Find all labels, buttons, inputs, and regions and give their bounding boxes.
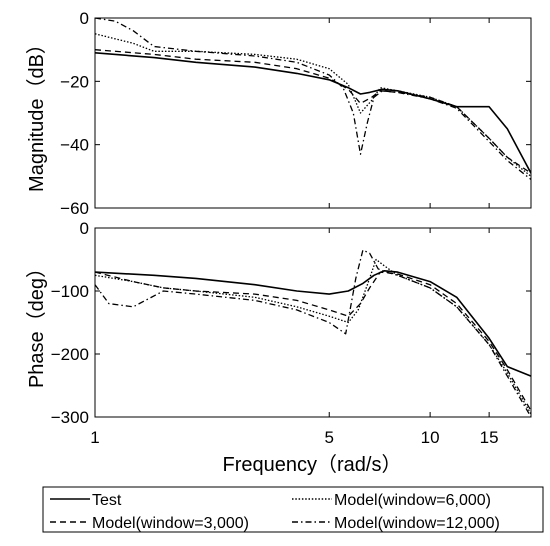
phase-series-model-window-12-000 bbox=[95, 249, 531, 417]
phase-ytick-label: −300 bbox=[51, 408, 89, 427]
phase-series-model-window-6-000 bbox=[95, 258, 531, 415]
magnitude-series-model-window-6-000 bbox=[95, 33, 531, 177]
magnitude-series-test bbox=[95, 52, 531, 174]
frequency-xlabel: Frequency（rad/s） bbox=[223, 453, 402, 476]
magnitude-ylabel: Magnitude（dB） bbox=[25, 34, 48, 192]
magnitude-plot: Magnitude（dB） 0 −20 −40 −60 bbox=[25, 9, 532, 218]
magnitude-ytick-label: −20 bbox=[60, 72, 89, 91]
magnitude-series-model-window-12-000 bbox=[95, 18, 531, 181]
legend-entry-model-3000: Model(window=3,000) bbox=[50, 515, 249, 532]
magnitude-axes-frame bbox=[94, 17, 532, 209]
phase-series-test bbox=[95, 269, 531, 377]
legend-entry-test: Test bbox=[50, 492, 122, 509]
phase-ylabel: Phase（deg） bbox=[25, 258, 48, 388]
phase-xtick-label: 1 bbox=[90, 428, 99, 447]
legend-label-test: Test bbox=[92, 492, 122, 509]
phase-axes-frame bbox=[94, 227, 532, 418]
phase-xtick-label: 10 bbox=[421, 428, 440, 447]
legend-entry-model-12000: Model(window=12,000) bbox=[292, 515, 500, 532]
phase-ytick-label: 0 bbox=[80, 219, 89, 238]
legend-label-model-6000: Model(window=6,000) bbox=[334, 492, 491, 509]
legend-label-model-12000: Model(window=12,000) bbox=[334, 515, 500, 532]
magnitude-ytick-label: 0 bbox=[80, 9, 89, 28]
magnitude-ytick-label: −40 bbox=[60, 136, 89, 155]
phase-ytick-label: −200 bbox=[51, 345, 89, 364]
legend-entry-model-6000: Model(window=6,000) bbox=[292, 492, 491, 509]
legend-box bbox=[42, 486, 544, 533]
legend: Test Model(window=6,000) Model(window=3,… bbox=[42, 486, 544, 533]
phase-xtick-label: 15 bbox=[480, 428, 499, 447]
magnitude-ytick-label: −60 bbox=[60, 199, 89, 218]
phase-xtick-label: 5 bbox=[325, 428, 334, 447]
phase-ytick-label: −100 bbox=[51, 282, 89, 301]
legend-label-model-3000: Model(window=3,000) bbox=[92, 515, 249, 532]
magnitude-series-model-window-3-000 bbox=[95, 49, 531, 174]
